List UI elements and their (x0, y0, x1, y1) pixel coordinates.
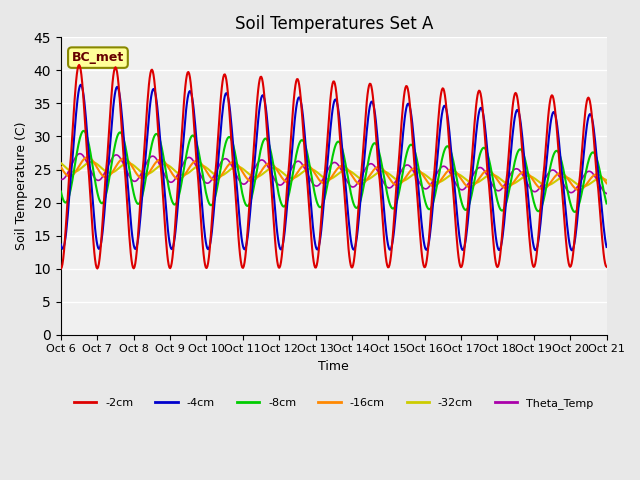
Title: Soil Temperatures Set A: Soil Temperatures Set A (234, 15, 433, 33)
X-axis label: Time: Time (318, 360, 349, 373)
Y-axis label: Soil Temperature (C): Soil Temperature (C) (15, 122, 28, 250)
Legend: -2cm, -4cm, -8cm, -16cm, -32cm, Theta_Temp: -2cm, -4cm, -8cm, -16cm, -32cm, Theta_Te… (70, 394, 598, 414)
Text: BC_met: BC_met (72, 51, 124, 64)
